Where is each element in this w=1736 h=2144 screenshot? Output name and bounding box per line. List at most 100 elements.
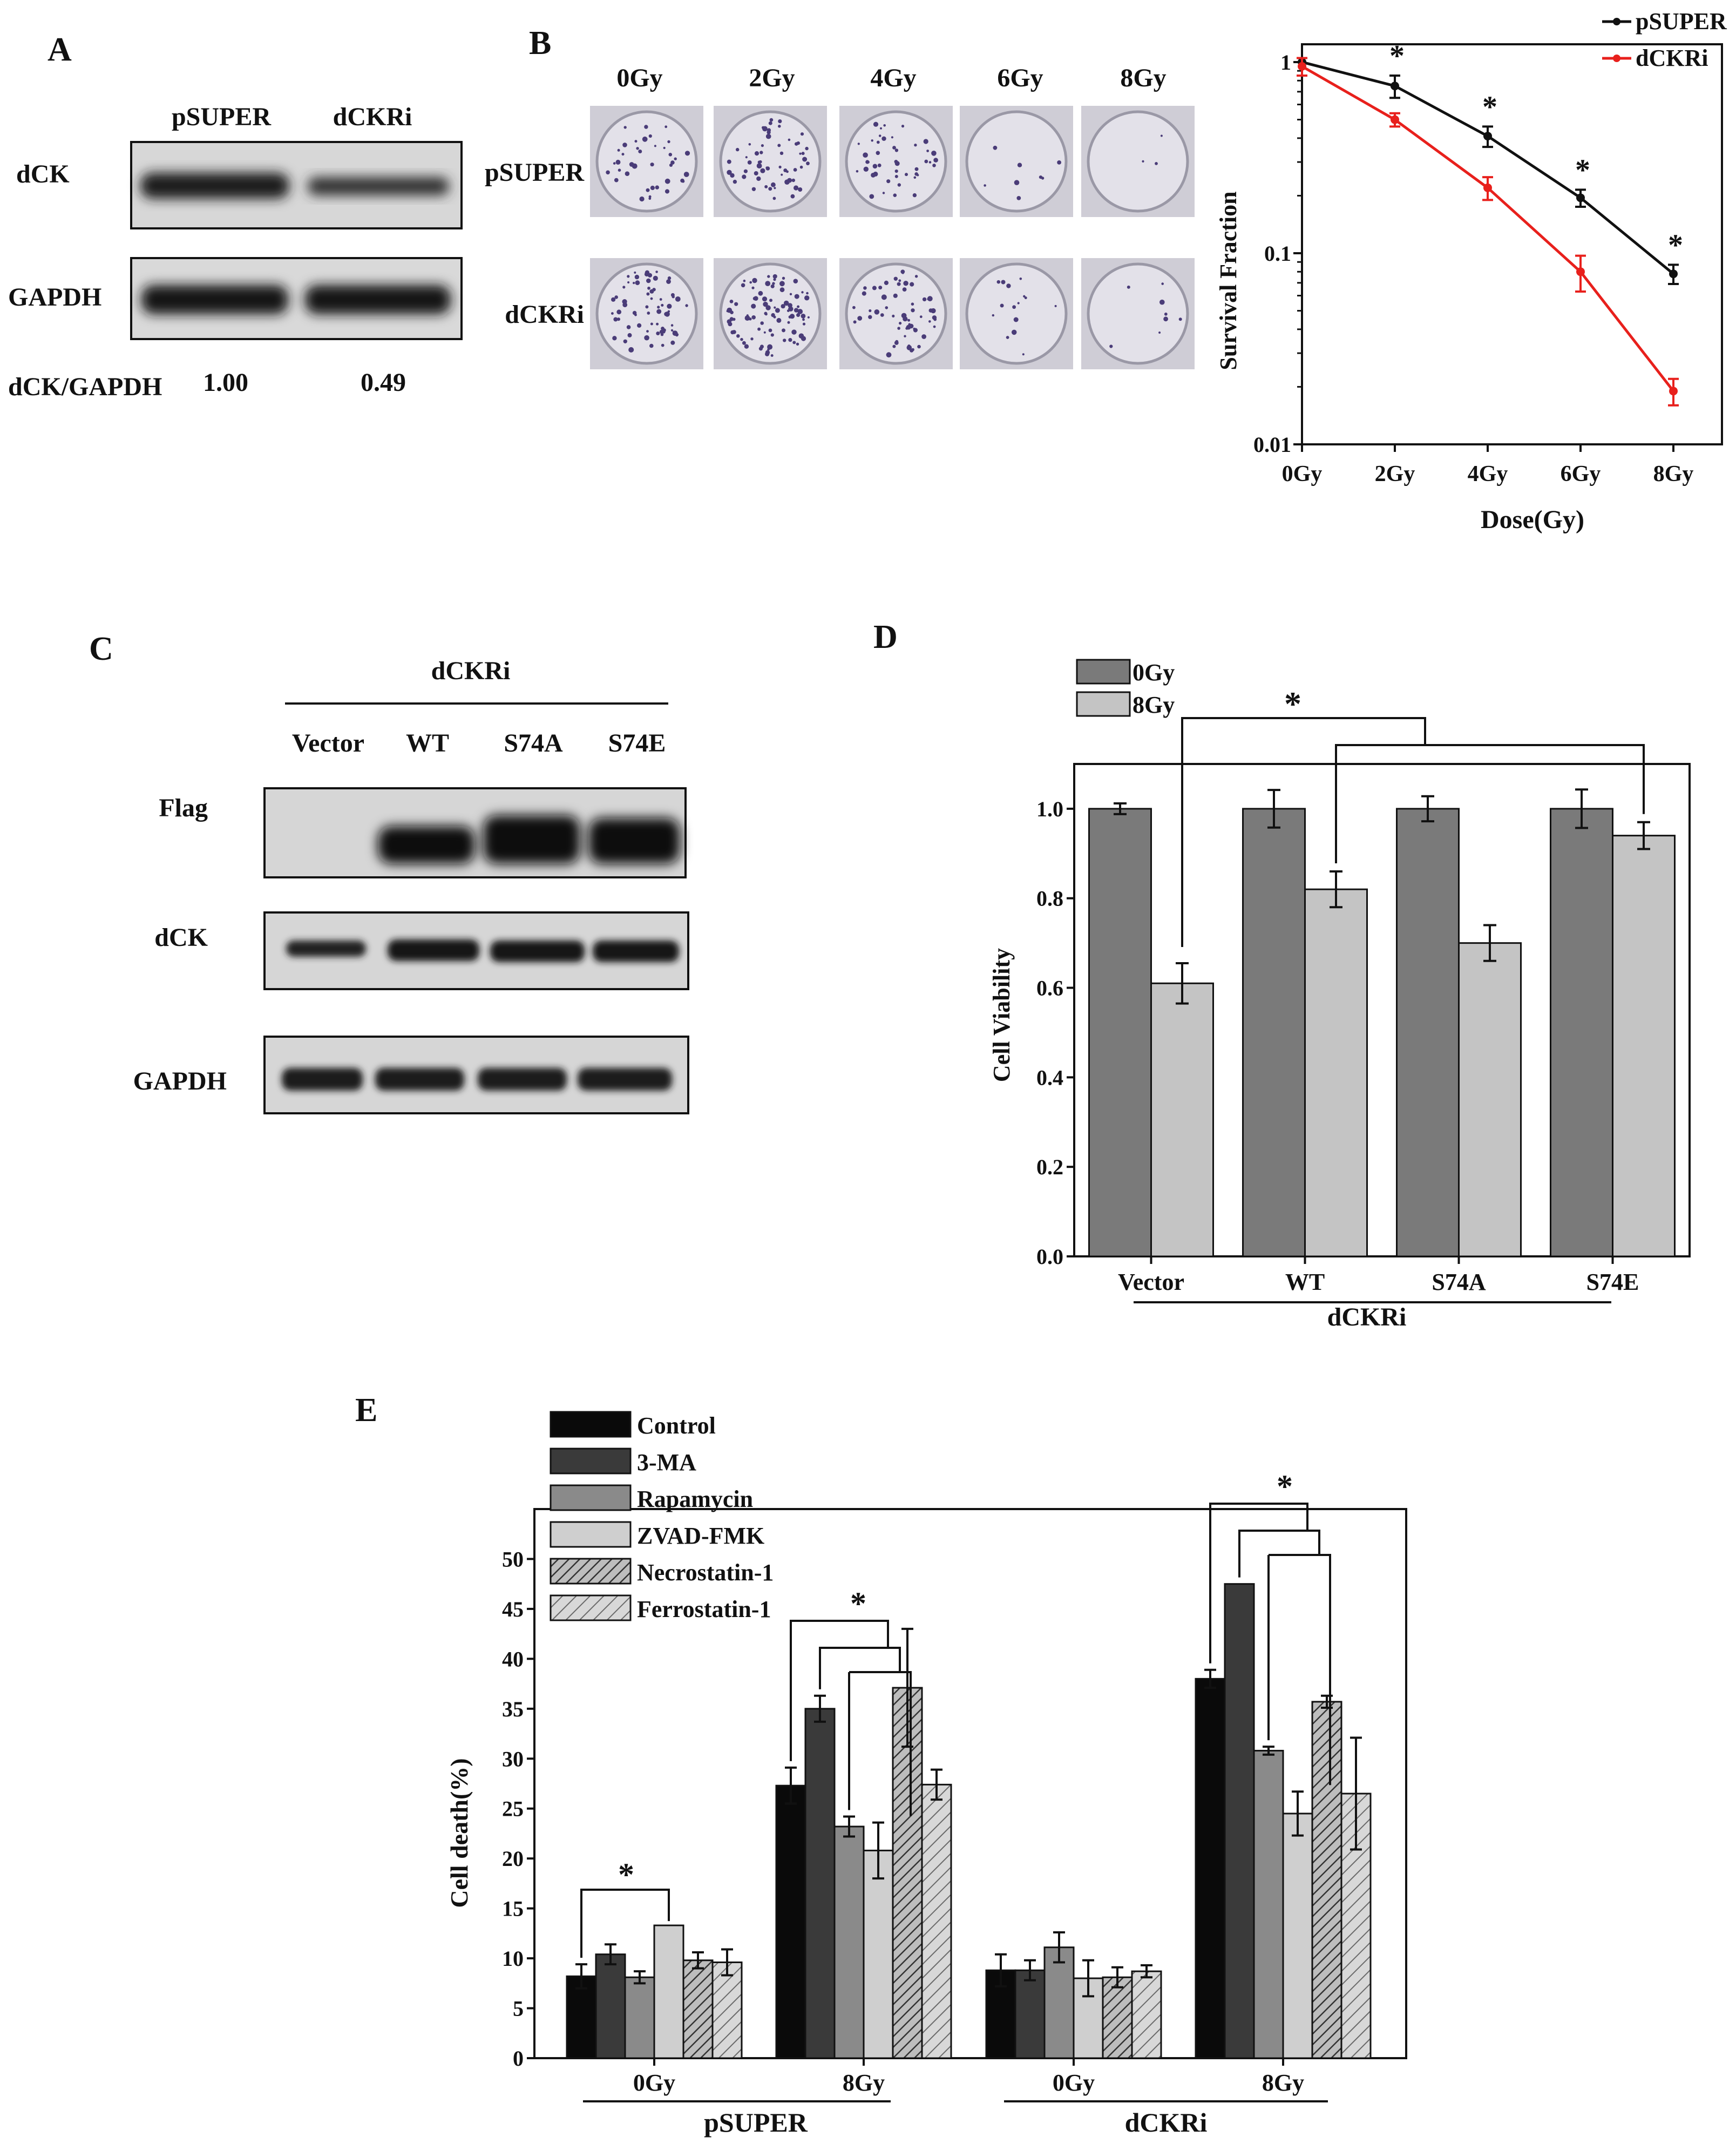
colony [871,173,876,178]
colony [655,185,660,190]
colony [1054,305,1057,307]
colony [797,305,800,308]
colony [894,174,898,178]
colony [666,279,671,284]
colony [898,279,901,282]
colony [756,163,762,168]
colony [1024,296,1027,300]
colony [993,145,998,150]
bar-Necrostatin-1-3 [1311,1701,1342,2059]
bar-Ferrostatin-1-2 [1131,1970,1162,2059]
significance-star: * [618,1857,634,1892]
bar-Rapamycin-1 [833,1825,865,2059]
colony [897,327,900,330]
colony [776,317,782,323]
colony [675,333,679,337]
data-point [1576,267,1585,276]
ratio-label: dCK/GAPDH [8,373,162,401]
colony [649,289,654,294]
colony [621,153,625,156]
blot-c-flag [263,787,687,878]
x-tick-label: S74A [1432,1269,1486,1295]
colony [903,316,908,322]
colony [769,118,774,122]
colony [750,337,754,341]
data-point [1483,132,1492,141]
colony [765,305,771,310]
colony [670,324,674,327]
survival-plot-frame [1301,43,1723,445]
colony [907,344,911,348]
survival-chart: 0.01 0.1 1 0Gy 2Gy 4Gy 6Gy 8Gy * * * * Dose(Gy) Sur… [1215,8,1727,534]
survival-legend: pSUPER dCKRi [1602,8,1727,71]
colony [754,151,760,156]
colony [931,308,936,314]
colony [877,163,881,167]
y-tick-label: 0 [513,2046,524,2071]
colony [747,160,752,165]
survival-x-title: Dose(Gy) [1481,505,1584,534]
colony [878,286,883,290]
colony [913,328,918,333]
colony [742,174,747,179]
bar-0Gy-S74E [1550,808,1613,1257]
colony [647,312,650,315]
colony [657,306,660,309]
colony [899,322,902,325]
row-label-c-dck: dCK [154,923,208,952]
dose-label-0: 0Gy [616,64,662,92]
colony [857,143,860,145]
colony [779,151,784,155]
colony [773,315,776,319]
colony [788,338,792,342]
colony [788,138,791,141]
significance-bracket [1181,717,1426,947]
significance-star: * [1482,90,1497,124]
colony [1001,280,1006,285]
colony [923,139,928,144]
colony [913,176,917,179]
colony [892,314,895,318]
colony [646,292,650,296]
colony [616,317,620,321]
y-tick-label: 0.8 [1036,887,1063,911]
colony [1016,196,1021,200]
colony [863,152,868,158]
lane-label-psuper: pSUPER [172,103,272,131]
bar-0Gy-WT [1242,808,1306,1257]
colony [784,179,790,185]
y-tick-label: 50 [502,1547,524,1571]
x-tick-label: 8Gy [1262,2069,1304,2096]
significance-bracket [790,1620,889,1761]
bar-8Gy-Vector [1150,982,1214,1257]
colony [897,282,901,286]
colony [1109,344,1113,348]
colony-well [965,110,1068,213]
colony [928,320,931,323]
colony [773,278,776,281]
x-tick-label: 0Gy [1282,462,1323,486]
bar-3-MA-3 [1224,1583,1255,2059]
colony [654,145,656,147]
bar-Rapamycin-0 [624,1976,655,2059]
colony [921,334,926,339]
legend-zvad: ZVAD-FMK [637,1523,764,1549]
colony [656,309,662,314]
colony [914,144,917,147]
significance-star: * [1284,685,1301,723]
colony [611,297,616,302]
y-tick-label: 1.0 [1036,797,1063,821]
colony [778,119,782,124]
colony [751,286,755,289]
colony [802,318,805,321]
colony [927,296,933,302]
colony [1142,160,1144,163]
colony [924,159,928,164]
colony [649,343,654,348]
colony [623,339,628,343]
panel-b-letter: B [529,25,551,62]
colony [1164,312,1168,316]
data-point [1298,62,1306,71]
legend-dckri: dCKRi [1636,45,1708,71]
colony [793,279,798,283]
